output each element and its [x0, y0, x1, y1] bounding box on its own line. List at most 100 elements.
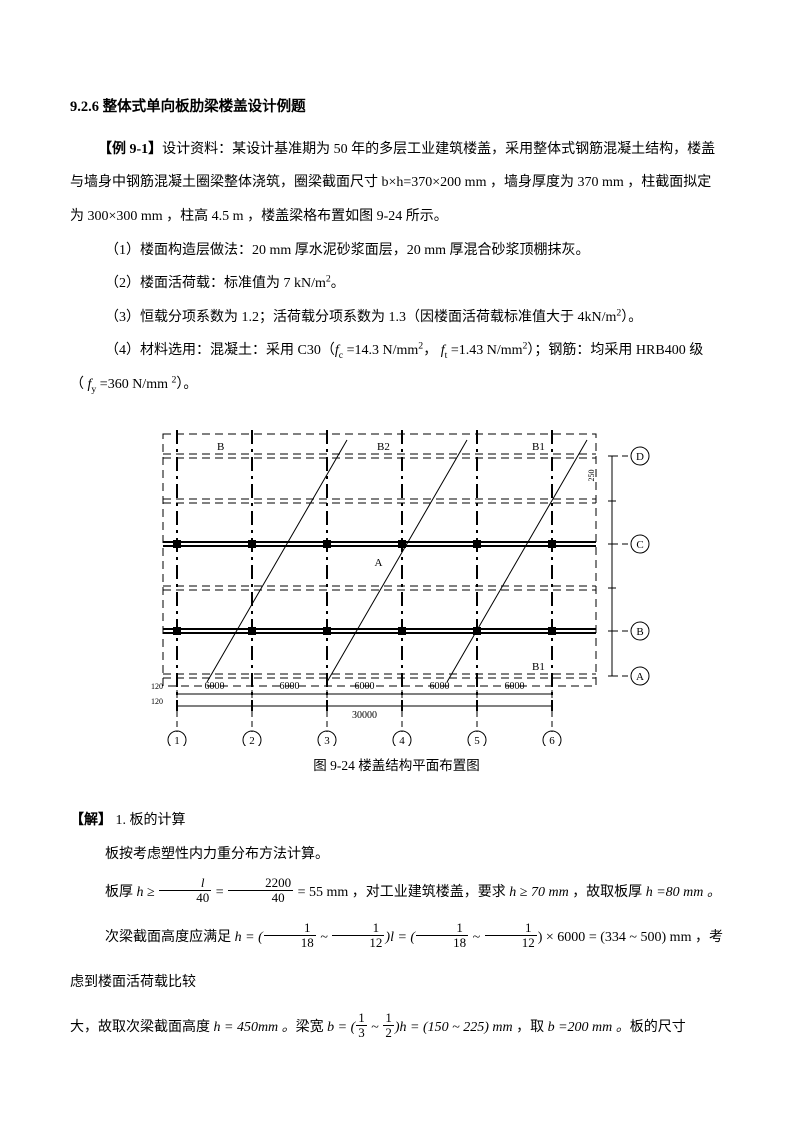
svg-text:B2: B2	[377, 441, 390, 453]
frac-1-3: 13	[355, 1011, 368, 1041]
svg-text:120: 120	[151, 697, 163, 706]
last-p4: 板的尺寸	[630, 1020, 686, 1035]
sec-rp1: )l = (	[385, 930, 415, 945]
item-4-mid: ，	[423, 343, 441, 358]
thk-hval: h =80 mm 。	[646, 885, 721, 900]
d: 12	[485, 936, 537, 950]
item-3: （3）恒载分项系数为 1.2；活荷载分项系数为 1.3（因楼面活荷载标准值大于 …	[70, 301, 723, 335]
tilde1: ~	[317, 930, 332, 945]
intro-text-3: 为 300×300 mm ，柱高 4.5 m ，楼盖梁格布置如图 9-24 所示…	[70, 209, 448, 224]
d: 3	[356, 1026, 367, 1040]
solution-header: 【解】 1. 板的计算	[70, 804, 723, 838]
thk-prefix: 板厚	[105, 885, 137, 900]
intro-p1: 【例 9-1】设计资料：某设计基准期为 50 年的多层工业建筑楼盖，采用整体式钢…	[70, 133, 723, 167]
thk-res: = 55 mm ，对工业建筑楼盖，要求	[294, 885, 509, 900]
d: 12	[332, 936, 384, 950]
item-3-pre: （3）恒载分项系数为 1.2；活荷载分项系数为 1.3（因楼面活荷载标准值大于 …	[105, 310, 616, 325]
thk-req: h ≥ 70 mm	[509, 885, 572, 900]
svg-text:C: C	[636, 539, 643, 551]
svg-text:6000: 6000	[354, 681, 374, 692]
fc-val: =14.3 N/mm	[343, 343, 418, 358]
fy-line: （ fy =360 N/mm 2）。	[70, 368, 723, 402]
section-title: 9.2.6 整体式单向板肋梁楼盖设计例题	[70, 90, 723, 125]
last-p2: 梁宽	[296, 1020, 328, 1035]
item-3-post: ）。	[621, 310, 642, 325]
n: 1	[416, 921, 468, 936]
svg-text:1: 1	[174, 735, 180, 746]
sol-secondary: 次梁截面高度应满足 h = (118 ~ 112)l = (118 ~ 112)…	[70, 916, 723, 1006]
frac-l-40: l40	[158, 876, 212, 906]
item-4-pre: （4）材料选用：混凝土：采用 C30（	[105, 343, 335, 358]
item-4: （4）材料选用：混凝土：采用 C30（fc =14.3 N/mm2， ft =1…	[70, 334, 723, 368]
intro-text-1: 设计资料：某设计基准期为 50 年的多层工业建筑楼盖，采用整体式钢筋混凝土结构，…	[162, 142, 715, 157]
svg-text:6000: 6000	[429, 681, 449, 692]
item-2-pre: （2）楼面活荷载：标准值为 7 kN/m	[105, 276, 326, 291]
svg-text:6000: 6000	[204, 681, 224, 692]
svg-text:6000: 6000	[279, 681, 299, 692]
n: l	[159, 876, 211, 891]
frac-1-12b: 112	[484, 921, 538, 951]
tilde3: ~	[368, 1020, 383, 1035]
frac-2200-40: 220040	[227, 876, 294, 906]
svg-text:4: 4	[399, 735, 405, 746]
svg-text:6000: 6000	[504, 681, 524, 692]
figure-9-24: BB2B1B1ADCBA2506000600060006000600030000…	[70, 416, 723, 746]
intro-p3: 为 300×300 mm ，柱高 4.5 m ，楼盖梁格布置如图 9-24 所示…	[70, 200, 723, 234]
floor-plan-svg: BB2B1B1ADCBA2506000600060006000600030000…	[137, 416, 657, 746]
sol-last: 大，故取次梁截面高度 h = 450mm 。梁宽 b = (13 ~ 12)h …	[70, 1006, 723, 1051]
svg-text:A: A	[636, 671, 644, 683]
last-p1: 大，故取次梁截面高度	[70, 1020, 214, 1035]
last-bv: b =200 mm 。	[548, 1020, 630, 1035]
figure-caption: 图 9-24 楼盖结构平面布置图	[70, 750, 723, 782]
d: 18	[416, 936, 468, 950]
sec-heq: h = (	[235, 930, 263, 945]
thk-tail: ，故取板厚	[572, 885, 646, 900]
fy-pre: （	[70, 377, 88, 392]
sol-thickness: 板厚 h ≥ l40 = 220040 = 55 mm ，对工业建筑楼盖，要求 …	[70, 871, 723, 916]
svg-text:B: B	[636, 626, 643, 638]
item-1-text: （1）楼面构造层做法：20 mm 厚水泥砂浆面层，20 mm 厚混合砂浆顶棚抹灰…	[105, 243, 590, 258]
last-hv: h = 450mm 。	[214, 1020, 296, 1035]
section-title-text: 整体式单向板肋梁楼盖设计例题	[103, 99, 306, 115]
d: 40	[228, 891, 293, 905]
example-label: 【例 9-1】	[98, 142, 162, 157]
item-1: （1）楼面构造层做法：20 mm 厚水泥砂浆面层，20 mm 厚混合砂浆顶棚抹灰…	[70, 234, 723, 268]
last-p3: ，取	[516, 1020, 548, 1035]
svg-text:B: B	[217, 441, 224, 453]
d: 2	[383, 1026, 394, 1040]
svg-text:3: 3	[324, 735, 330, 746]
frac-1-2: 12	[382, 1011, 395, 1041]
n: 1	[485, 921, 537, 936]
d: 18	[264, 936, 316, 950]
n: 1	[264, 921, 316, 936]
sol-1-title: 1. 板的计算	[112, 813, 186, 828]
last-beq: b = (	[327, 1020, 355, 1035]
intro-text-2: 与墙身中钢筋混凝土圈梁整体浇筑，圈梁截面尺寸 b×h=370×200 mm ，墙…	[70, 175, 711, 190]
tilde2: ~	[469, 930, 484, 945]
frac-1-12: 112	[331, 921, 385, 951]
svg-text:30000: 30000	[352, 710, 377, 721]
fy-val: =360 N/mm	[96, 377, 171, 392]
svg-text:D: D	[636, 451, 644, 463]
frac-1-18: 118	[263, 921, 317, 951]
section-number: 9.2.6	[70, 99, 99, 115]
intro-p2: 与墙身中钢筋混凝土圈梁整体浇筑，圈梁截面尺寸 b×h=370×200 mm ，墙…	[70, 166, 723, 200]
n: 1	[383, 1011, 394, 1026]
svg-text:120: 120	[151, 682, 163, 691]
n: 2200	[228, 876, 293, 891]
item-2-post: 。	[331, 276, 345, 291]
sol-p1-text: 板按考虑塑性内力重分布方法计算。	[105, 847, 329, 862]
sec-prefix: 次梁截面高度应满足	[105, 930, 235, 945]
svg-text:250: 250	[587, 469, 596, 481]
ft-val: =1.43 N/mm	[447, 343, 522, 358]
thk-hge: h ≥	[137, 885, 159, 900]
solution-label: 【解】	[70, 813, 112, 828]
n: 1	[332, 921, 384, 936]
svg-text:B1: B1	[532, 441, 545, 453]
eq1: =	[212, 885, 227, 900]
svg-text:B1: B1	[532, 661, 545, 673]
svg-text:6: 6	[549, 735, 555, 746]
fy-post: ）。	[176, 377, 197, 392]
svg-text:2: 2	[249, 735, 255, 746]
d: 40	[159, 891, 211, 905]
